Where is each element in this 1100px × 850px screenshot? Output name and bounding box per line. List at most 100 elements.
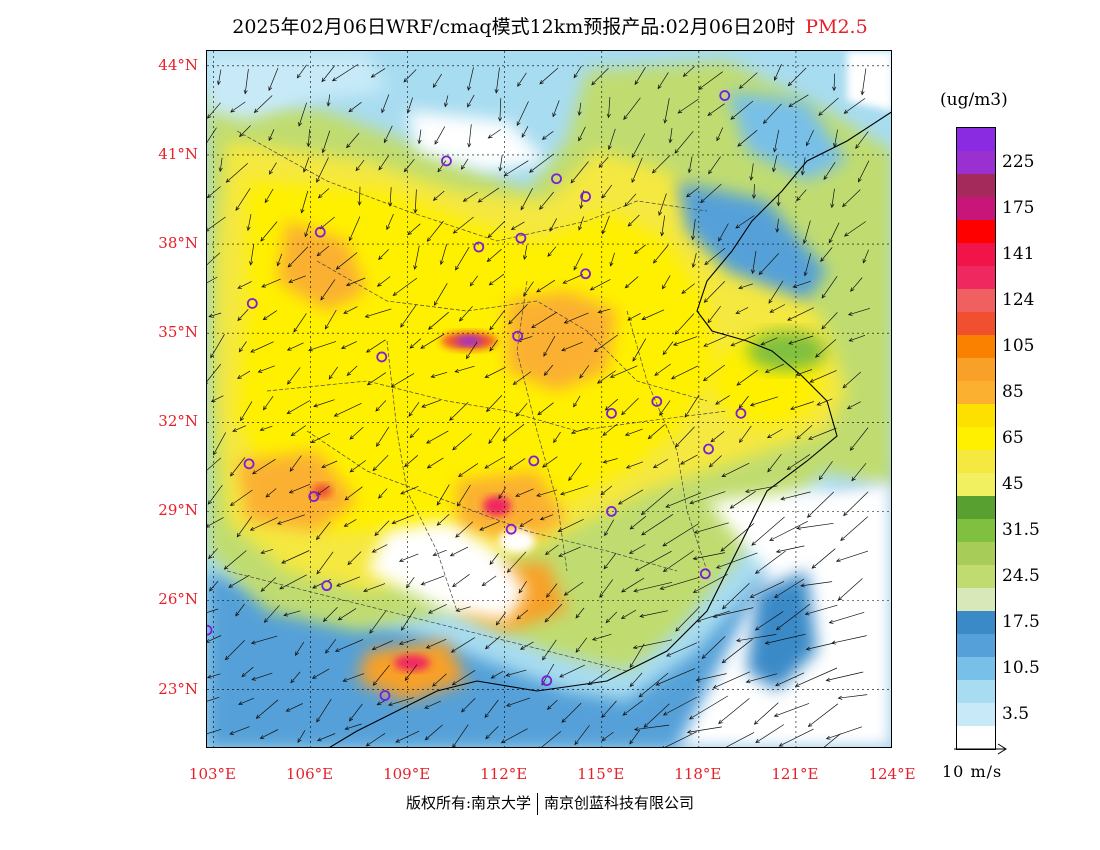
wind-arrow <box>487 221 505 239</box>
wind-arrow <box>433 283 448 306</box>
wind-arrow <box>736 634 777 643</box>
wind-arrow <box>531 311 557 329</box>
wind-arrow <box>454 365 475 373</box>
wind-arrow <box>348 102 362 113</box>
wind-arrow <box>388 187 393 207</box>
wind-arrow <box>830 188 835 209</box>
wind-arrow <box>498 154 503 172</box>
wind-arrow <box>381 94 390 114</box>
wind-arrow <box>773 703 810 717</box>
wind-arrow <box>758 253 780 276</box>
province-boundaries <box>226 130 728 672</box>
wind-arrow <box>738 395 749 409</box>
latitude-label: 23°N <box>158 679 198 698</box>
wind-arrow <box>427 311 449 330</box>
wind-arrow <box>662 341 674 356</box>
wind-arrow <box>662 550 695 572</box>
wind-arrow <box>505 697 531 707</box>
wind-arrow <box>263 605 280 623</box>
wind-arrow <box>240 401 253 422</box>
wind-arrow <box>426 430 449 444</box>
wind-arrow <box>489 339 498 352</box>
wind-arrow <box>260 221 278 242</box>
wind-arrow <box>542 639 557 661</box>
wind-arrow <box>290 425 307 437</box>
wind-arrow <box>288 275 306 283</box>
latitude-label: 29°N <box>158 501 198 520</box>
wind-arrow <box>317 188 330 199</box>
wind-arrow <box>814 339 837 358</box>
wind-arrow <box>512 371 532 385</box>
wind-arrow <box>692 573 728 593</box>
wind-arrow <box>846 401 861 410</box>
city-marker <box>243 458 255 470</box>
wind-arrow <box>662 731 697 747</box>
wind-arrow <box>289 455 302 472</box>
wind-arrow <box>467 67 474 91</box>
wind-arrow <box>343 519 357 527</box>
wind-arrow <box>662 523 699 547</box>
wind-arrow <box>729 491 756 509</box>
wind-arrow <box>768 280 784 304</box>
copyright-left: 版权所有:南京大学 <box>405 794 532 812</box>
city-marker <box>606 505 617 517</box>
longitude-label: 124°E <box>868 765 916 783</box>
wind-arrow <box>544 603 563 623</box>
wind-arrow <box>542 456 558 468</box>
wind-arrow <box>458 306 473 322</box>
wind-arrow <box>510 221 525 231</box>
wind-arrow <box>666 642 698 657</box>
colorbar-label: 45 <box>1002 473 1024 494</box>
wind-arrow <box>486 395 503 413</box>
wind-arrow <box>449 546 469 557</box>
wind-arrow <box>398 553 419 562</box>
colorbar-segment <box>957 680 995 703</box>
wind-arrow <box>451 670 476 686</box>
wind-arrow <box>250 635 278 645</box>
wind-arrow <box>710 431 725 443</box>
wind-arrow <box>828 222 840 244</box>
wind-arrow <box>268 67 279 92</box>
city-marker <box>505 523 517 535</box>
wind-arrow <box>467 124 472 148</box>
wind-arrow <box>769 304 786 313</box>
wind-arrow <box>800 581 833 588</box>
colorbar-segment <box>957 473 995 496</box>
colorbar-label: 225 <box>1002 151 1035 172</box>
wind-arrow <box>627 214 640 227</box>
latitude-label: 35°N <box>158 323 198 342</box>
wind-arrow <box>408 401 420 417</box>
wind-arrow <box>357 186 362 206</box>
wind-arrow <box>239 125 251 138</box>
wind-arrow <box>778 728 814 747</box>
wind-arrow <box>283 610 301 617</box>
wind-arrow <box>225 162 249 183</box>
wind-arrow <box>495 612 506 626</box>
wind-arrow <box>262 395 274 411</box>
wind-arrow <box>767 453 782 473</box>
wind-arrow <box>718 698 750 725</box>
wind-arrow <box>506 551 527 573</box>
wind-arrow <box>207 216 226 232</box>
wind-arrow <box>796 189 807 202</box>
wind-arrow <box>420 575 445 586</box>
wind-reference-label: 10 m/s <box>942 762 1003 781</box>
wind-arrow <box>413 189 418 214</box>
wind-arrow <box>500 728 528 744</box>
wind-arrow <box>404 664 418 681</box>
wind-arrow <box>365 339 386 353</box>
wind-arrow <box>249 517 278 531</box>
wind-arrow <box>333 402 362 417</box>
wind-arrow <box>516 609 529 620</box>
wind-arrow <box>652 458 668 469</box>
wind-arrow <box>238 697 255 706</box>
wind-arrow <box>681 283 695 294</box>
wind-arrow <box>749 396 779 407</box>
wind-arrow <box>281 550 310 564</box>
wind-arrow <box>376 426 390 447</box>
wind-arrow <box>311 668 330 679</box>
wind-arrow <box>436 514 450 526</box>
wind-arrow <box>837 694 868 700</box>
map-canvas <box>207 51 891 747</box>
wind-arrow <box>336 576 361 587</box>
